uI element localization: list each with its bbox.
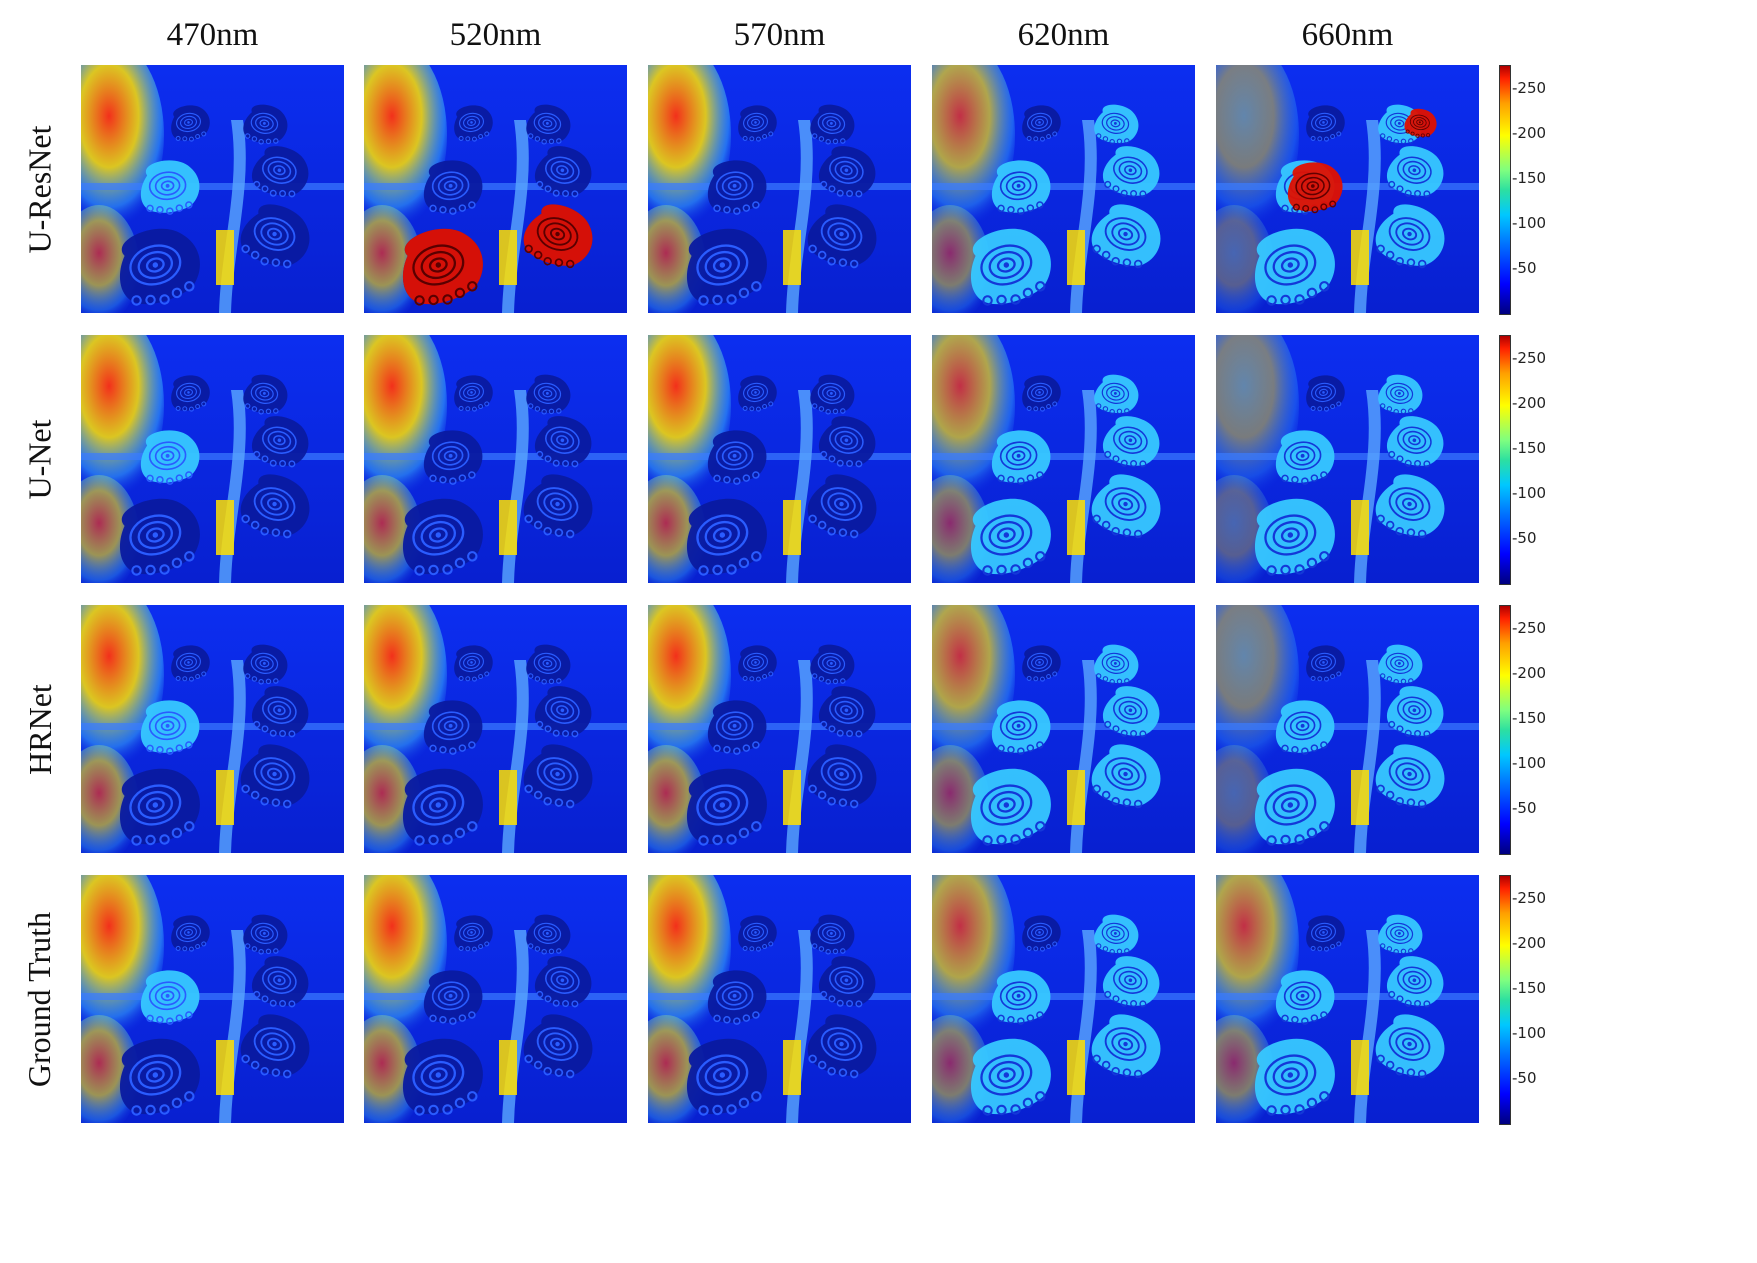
- colorbar-tick-label: -50: [1512, 528, 1537, 547]
- colorbar-tick-label: -150: [1512, 978, 1547, 997]
- panel-u-net-620nm: [932, 335, 1195, 583]
- panel-ground-truth-520nm: [364, 875, 627, 1123]
- panel-u-resnet-660nm: [1216, 65, 1479, 313]
- column-header-660nm: 660nm: [1301, 17, 1394, 53]
- panel-u-net-570nm: [648, 335, 911, 583]
- colorbar-tick-label: -250: [1512, 618, 1547, 637]
- row-label-ground-truth: Ground Truth: [21, 911, 58, 1087]
- colorbar-tick-label: -150: [1512, 708, 1547, 727]
- panel-u-resnet-470nm: [81, 65, 344, 313]
- panel-u-net-470nm: [81, 335, 344, 583]
- panel-hrnet-520nm: [364, 605, 627, 853]
- colorbar-tick-label: -200: [1512, 933, 1547, 952]
- panel-u-net-660nm: [1216, 335, 1479, 583]
- colorbar-tick-label: -250: [1512, 78, 1547, 97]
- column-header-520nm: 520nm: [449, 17, 542, 53]
- row-label-hrnet: HRNet: [21, 683, 58, 775]
- colorbar-tick-label: -100: [1512, 213, 1547, 232]
- panel-hrnet-570nm: [648, 605, 911, 853]
- panel-u-resnet-620nm: [932, 65, 1195, 313]
- row-label-u-resnet: U-ResNet: [21, 125, 58, 253]
- colorbar: [1499, 605, 1511, 855]
- panel-ground-truth-470nm: [81, 875, 344, 1123]
- colorbar-tick-label: -100: [1512, 753, 1547, 772]
- panel-hrnet-620nm: [932, 605, 1195, 853]
- colorbar-tick-label: -150: [1512, 168, 1547, 187]
- panel-hrnet-470nm: [81, 605, 344, 853]
- panel-u-resnet-570nm: [648, 65, 911, 313]
- panel-ground-truth-660nm: [1216, 875, 1479, 1123]
- colorbar-tick-label: -100: [1512, 1023, 1547, 1042]
- row-label-u-net: U-Net: [21, 419, 58, 499]
- colorbar-tick-label: -50: [1512, 258, 1537, 277]
- colorbar: [1499, 875, 1511, 1125]
- colorbar-tick-label: -250: [1512, 888, 1547, 907]
- panel-ground-truth-570nm: [648, 875, 911, 1123]
- colorbar-tick-label: -200: [1512, 663, 1547, 682]
- column-header-570nm: 570nm: [733, 17, 826, 53]
- column-header-470nm: 470nm: [166, 17, 259, 53]
- colorbar-tick-label: -50: [1512, 1068, 1537, 1087]
- colorbar: [1499, 65, 1511, 315]
- panel-hrnet-660nm: [1216, 605, 1479, 853]
- column-header-620nm: 620nm: [1017, 17, 1110, 53]
- panel-u-net-520nm: [364, 335, 627, 583]
- colorbar-tick-label: -100: [1512, 483, 1547, 502]
- colorbar-tick-label: -200: [1512, 123, 1547, 142]
- colorbar: [1499, 335, 1511, 585]
- colorbar-tick-label: -250: [1512, 348, 1547, 367]
- colorbar-tick-label: -150: [1512, 438, 1547, 457]
- panel-u-resnet-520nm: [364, 65, 627, 313]
- colorbar-tick-label: -200: [1512, 393, 1547, 412]
- colorbar-tick-label: -50: [1512, 798, 1537, 817]
- panel-ground-truth-620nm: [932, 875, 1195, 1123]
